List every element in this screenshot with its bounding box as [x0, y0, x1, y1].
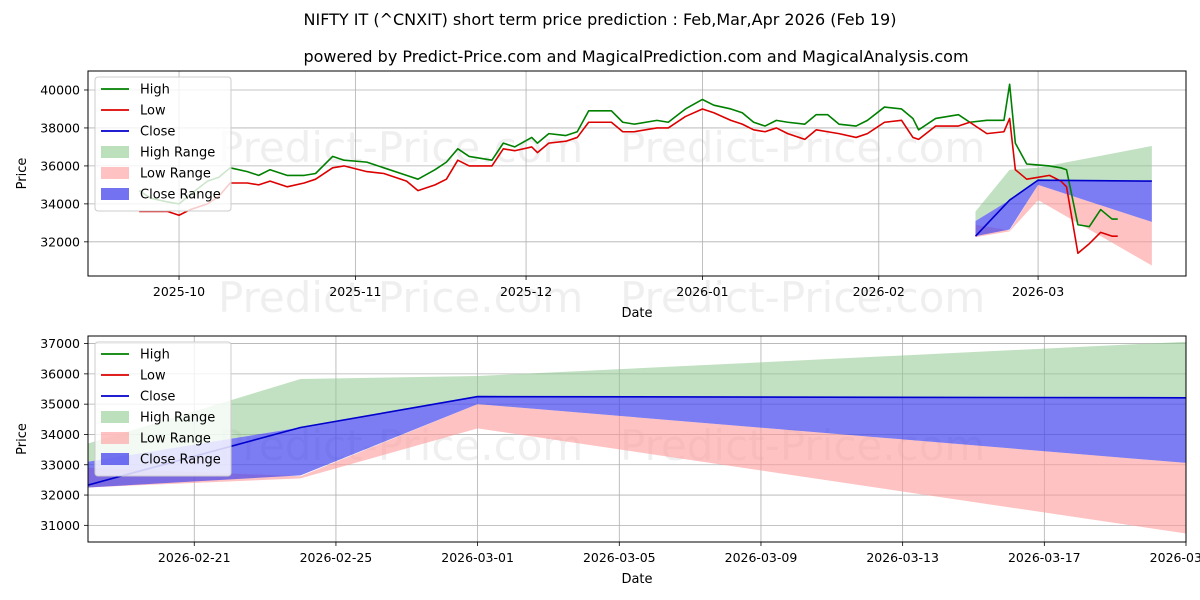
y-tick-label: 37000: [40, 336, 80, 351]
x-tick-label: 2026-03-21: [1150, 550, 1200, 565]
y-tick-label: 38000: [40, 120, 80, 135]
legend-label: High: [140, 83, 170, 98]
legend-swatch: [101, 146, 129, 158]
x-tick-label: 2026-02: [853, 284, 905, 299]
legend-label: Low: [140, 369, 166, 384]
plot-frame: [87, 70, 1187, 277]
x-axis-label: Date: [621, 572, 652, 587]
low-range-band: [975, 184, 1152, 266]
y-tick-label: 34000: [40, 427, 80, 442]
plot-area: [88, 341, 1186, 534]
plot-frame: [87, 335, 1187, 543]
y-tick-label: 36000: [40, 366, 80, 381]
x-tick-label: 2026-02-25: [300, 550, 373, 565]
legend-label: Close: [140, 125, 175, 140]
legend-label: Low: [140, 104, 166, 119]
chart-subtitle: powered by Predict-Price.com and Magical…: [303, 47, 968, 66]
x-tick-label: 2026-03: [1012, 284, 1064, 299]
low-series-line: [139, 108, 1118, 255]
x-tick-label: 2026-01: [676, 284, 728, 299]
close-series-line: [974, 179, 1152, 237]
y-tick-label: 32000: [40, 488, 80, 503]
legend-label: High: [140, 348, 170, 363]
high-series-line: [138, 83, 1118, 228]
y-tick-label: 33000: [40, 457, 80, 472]
top-plot: Predict-Price.com Predict-Price.com Predic…: [15, 70, 1187, 322]
legend-swatch: [101, 188, 129, 200]
close-range-band: [975, 180, 1152, 237]
x-tick-label: 2026-03-17: [1008, 550, 1081, 565]
legend-label: High Range: [140, 411, 215, 426]
x-tick-label: 2025-12: [500, 284, 552, 299]
y-tick-label: 31000: [40, 518, 80, 533]
high-range-band: [975, 145, 1152, 221]
x-tick-label: 2026-03-01: [441, 550, 514, 565]
legend: High Low Close High Range Low Range Close Ran…: [94, 76, 232, 212]
legend-label: Close: [140, 390, 175, 405]
x-tick-label: 2026-03-09: [725, 550, 798, 565]
y-tick-label: 36000: [40, 158, 80, 173]
chart-title: NIFTY IT (^CNXIT) short term price predi…: [304, 10, 897, 29]
legend-label: Close Range: [140, 453, 221, 468]
legend-label: High Range: [140, 146, 215, 161]
watermark-text: Predict-Price.com: [620, 123, 985, 172]
bottom-plot: Predict-Price.comPredict-Price.com2026-0…: [15, 335, 1200, 587]
x-tick-label: 2025-10: [153, 284, 205, 299]
low-range-band: [88, 404, 1186, 534]
x-tick-label: 2025-11: [329, 284, 381, 299]
y-tick-label: 34000: [40, 196, 80, 211]
legend: High Low Close High Range Low Range Close Ran…: [94, 341, 232, 477]
legend-swatch: [101, 167, 129, 179]
legend-swatch: [101, 411, 129, 423]
legend-swatch: [101, 432, 129, 444]
y-tick-label: 40000: [40, 82, 80, 97]
high-range-band: [88, 341, 1186, 462]
x-axis-label: Date: [621, 306, 652, 321]
x-tick-label: 2026-03-13: [866, 550, 939, 565]
y-tick-label: 35000: [40, 397, 80, 412]
legend-label: Low Range: [140, 167, 211, 182]
close-range-band: [88, 396, 1186, 488]
watermark-text: Predict-Price.com: [218, 273, 583, 322]
y-axis-label: Price: [15, 423, 30, 455]
watermark-text: Predict-Price.com: [218, 123, 583, 172]
plot-area: [138, 83, 1152, 266]
legend-swatch: [101, 453, 129, 465]
x-tick-label: 2026-03-05: [583, 550, 656, 565]
legend-label: Close Range: [140, 188, 221, 203]
x-tick-label: 2026-02-21: [158, 550, 231, 565]
watermark-text: Predict-Price.com: [620, 273, 985, 322]
y-tick-label: 32000: [40, 234, 80, 249]
y-axis-label: Price: [15, 158, 30, 190]
legend-label: Low Range: [140, 432, 211, 447]
